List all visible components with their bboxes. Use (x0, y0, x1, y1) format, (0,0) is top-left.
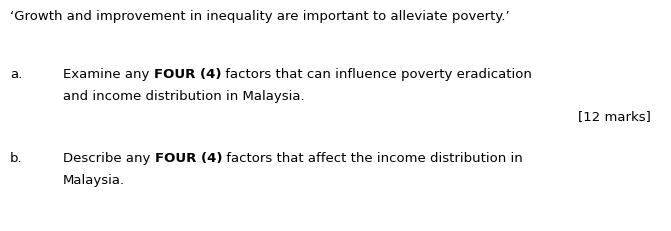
Text: [12 marks]: [12 marks] (578, 109, 651, 122)
Text: Malaysia.: Malaysia. (63, 173, 125, 186)
Text: factors that can influence poverty eradication: factors that can influence poverty eradi… (221, 68, 532, 81)
Text: and income distribution in Malaysia.: and income distribution in Malaysia. (63, 90, 305, 103)
Text: Examine any: Examine any (63, 68, 154, 81)
Text: Describe any: Describe any (63, 151, 154, 164)
Text: FOUR (4): FOUR (4) (154, 151, 222, 164)
Text: b.: b. (10, 151, 23, 164)
Text: a.: a. (10, 68, 22, 81)
Text: FOUR (4): FOUR (4) (154, 68, 221, 81)
Text: factors that affect the income distribution in: factors that affect the income distribut… (222, 151, 523, 164)
Text: ‘Growth and improvement in inequality are important to alleviate poverty.’: ‘Growth and improvement in inequality ar… (10, 10, 510, 23)
